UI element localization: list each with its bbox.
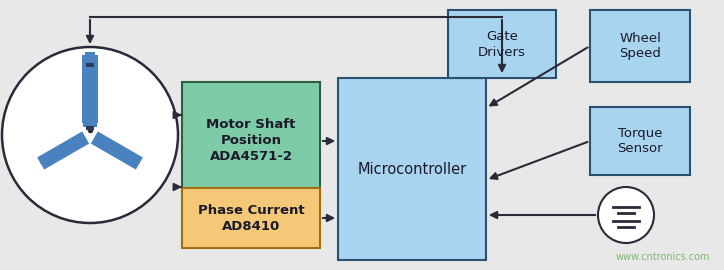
Bar (448, 10, 556, 78)
Bar (182, 82, 320, 200)
Polygon shape (37, 131, 89, 170)
Text: Torque
Sensor: Torque Sensor (617, 127, 662, 156)
Bar (82, 55, 98, 123)
Text: Phase Current
AD8410: Phase Current AD8410 (198, 204, 304, 232)
Text: Wheel
Speed: Wheel Speed (619, 32, 661, 60)
Text: www.cntronics.com: www.cntronics.com (615, 252, 710, 262)
Bar (86, 126, 94, 130)
Text: Gate
Drivers: Gate Drivers (478, 29, 526, 59)
Bar (590, 107, 690, 175)
Bar (87, 120, 93, 130)
Bar (83, 65, 97, 127)
Text: Motor Shaft
Position
ADA4571-2: Motor Shaft Position ADA4571-2 (206, 119, 295, 164)
Text: Microcontroller: Microcontroller (358, 161, 467, 177)
Bar (86, 63, 94, 67)
Polygon shape (90, 131, 143, 170)
Bar (182, 188, 320, 248)
Circle shape (2, 47, 178, 223)
Bar (85, 52, 95, 57)
Bar (338, 78, 486, 260)
Circle shape (598, 187, 654, 243)
Bar (590, 10, 690, 82)
